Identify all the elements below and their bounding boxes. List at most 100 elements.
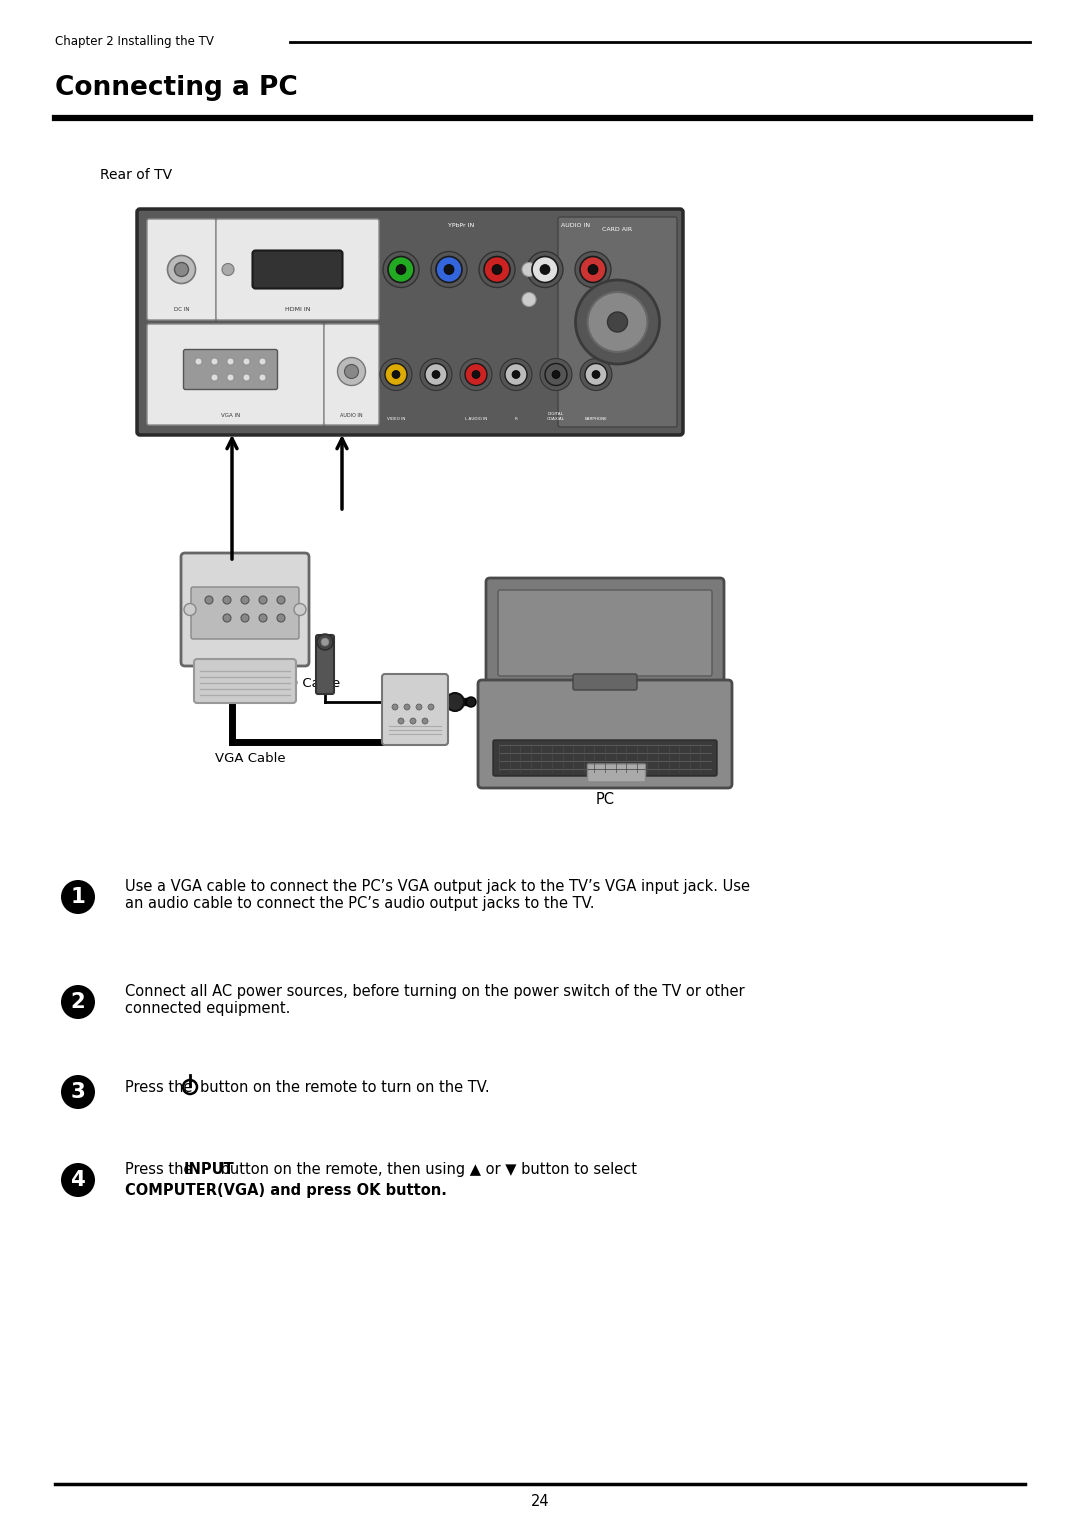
Circle shape	[321, 637, 329, 647]
Circle shape	[410, 719, 416, 725]
Circle shape	[241, 614, 249, 622]
Circle shape	[472, 371, 480, 378]
Text: L AUDIO IN: L AUDIO IN	[464, 417, 487, 421]
Circle shape	[575, 251, 611, 288]
Text: VGA Cable: VGA Cable	[215, 752, 285, 764]
Circle shape	[276, 614, 285, 622]
FancyBboxPatch shape	[573, 674, 637, 689]
Circle shape	[384, 363, 407, 386]
Circle shape	[392, 705, 399, 709]
Circle shape	[420, 358, 453, 391]
Text: Press the: Press the	[125, 1080, 198, 1094]
Text: AUDIO IN: AUDIO IN	[562, 224, 591, 228]
Circle shape	[205, 596, 213, 604]
Circle shape	[465, 697, 476, 706]
Circle shape	[337, 357, 365, 386]
Circle shape	[345, 365, 359, 378]
Circle shape	[222, 264, 234, 276]
FancyBboxPatch shape	[194, 659, 296, 703]
Text: INPUT: INPUT	[184, 1161, 234, 1177]
Text: Press the: Press the	[125, 1161, 198, 1177]
Circle shape	[512, 371, 519, 378]
Text: VGA IN: VGA IN	[221, 414, 240, 418]
Circle shape	[446, 692, 464, 711]
Circle shape	[276, 596, 285, 604]
Text: Chapter 2 Installing the TV: Chapter 2 Installing the TV	[55, 35, 214, 49]
FancyBboxPatch shape	[492, 740, 717, 777]
Circle shape	[416, 705, 422, 709]
Text: 1: 1	[70, 887, 85, 907]
Circle shape	[428, 705, 434, 709]
Text: AUDIO Cable: AUDIO Cable	[255, 677, 340, 689]
Circle shape	[60, 1163, 95, 1196]
Text: 2: 2	[70, 993, 85, 1013]
Circle shape	[383, 251, 419, 288]
Circle shape	[460, 358, 492, 391]
Circle shape	[243, 374, 249, 381]
Text: YPbPr IN: YPbPr IN	[448, 224, 474, 228]
Circle shape	[211, 358, 218, 365]
Circle shape	[227, 374, 234, 381]
Circle shape	[492, 265, 502, 274]
Circle shape	[222, 596, 231, 604]
FancyBboxPatch shape	[588, 764, 646, 781]
Circle shape	[392, 371, 400, 378]
Text: 24: 24	[530, 1494, 550, 1509]
FancyBboxPatch shape	[253, 251, 342, 288]
Circle shape	[592, 371, 600, 378]
Circle shape	[432, 371, 440, 378]
FancyBboxPatch shape	[147, 323, 324, 424]
Circle shape	[175, 262, 189, 276]
FancyBboxPatch shape	[147, 219, 216, 320]
Circle shape	[532, 256, 558, 282]
Circle shape	[184, 604, 195, 616]
Circle shape	[404, 705, 410, 709]
FancyBboxPatch shape	[184, 349, 278, 389]
FancyBboxPatch shape	[324, 323, 379, 424]
Circle shape	[211, 374, 218, 381]
Text: PC: PC	[595, 792, 615, 807]
Text: 4: 4	[70, 1170, 85, 1190]
Circle shape	[167, 256, 195, 283]
Text: Rear of TV: Rear of TV	[100, 169, 172, 182]
Circle shape	[259, 596, 267, 604]
Circle shape	[540, 265, 550, 274]
Circle shape	[527, 251, 563, 288]
Circle shape	[522, 262, 536, 276]
FancyBboxPatch shape	[181, 553, 309, 666]
Text: 3: 3	[70, 1082, 85, 1102]
Circle shape	[576, 280, 660, 365]
Text: Use a VGA cable to connect the PC’s VGA output jack to the TV’s VGA input jack. : Use a VGA cable to connect the PC’s VGA …	[125, 879, 750, 912]
Circle shape	[444, 265, 454, 274]
Circle shape	[426, 363, 447, 386]
Circle shape	[259, 614, 267, 622]
Circle shape	[431, 251, 467, 288]
Circle shape	[380, 358, 411, 391]
Text: AUDIO IN: AUDIO IN	[340, 414, 363, 418]
Circle shape	[588, 293, 648, 352]
FancyBboxPatch shape	[486, 578, 724, 688]
Circle shape	[500, 358, 532, 391]
FancyBboxPatch shape	[558, 218, 677, 427]
FancyBboxPatch shape	[191, 587, 299, 639]
Circle shape	[540, 358, 572, 391]
FancyBboxPatch shape	[316, 634, 334, 694]
Circle shape	[318, 634, 333, 650]
Circle shape	[484, 256, 510, 282]
Text: button on the remote to turn on the TV.: button on the remote to turn on the TV.	[200, 1080, 489, 1094]
Circle shape	[465, 363, 487, 386]
Circle shape	[227, 358, 234, 365]
Circle shape	[480, 251, 515, 288]
FancyBboxPatch shape	[137, 208, 683, 435]
FancyBboxPatch shape	[498, 590, 712, 676]
Text: button on the remote, then using ▲ or ▼ button to select: button on the remote, then using ▲ or ▼ …	[216, 1161, 637, 1177]
Circle shape	[60, 985, 95, 1019]
Circle shape	[505, 363, 527, 386]
Circle shape	[422, 719, 428, 725]
Circle shape	[195, 358, 202, 365]
FancyBboxPatch shape	[478, 680, 732, 787]
Text: HDMI IN: HDMI IN	[285, 306, 310, 313]
Circle shape	[552, 371, 561, 378]
Circle shape	[259, 374, 266, 381]
Text: DC IN: DC IN	[174, 306, 189, 313]
